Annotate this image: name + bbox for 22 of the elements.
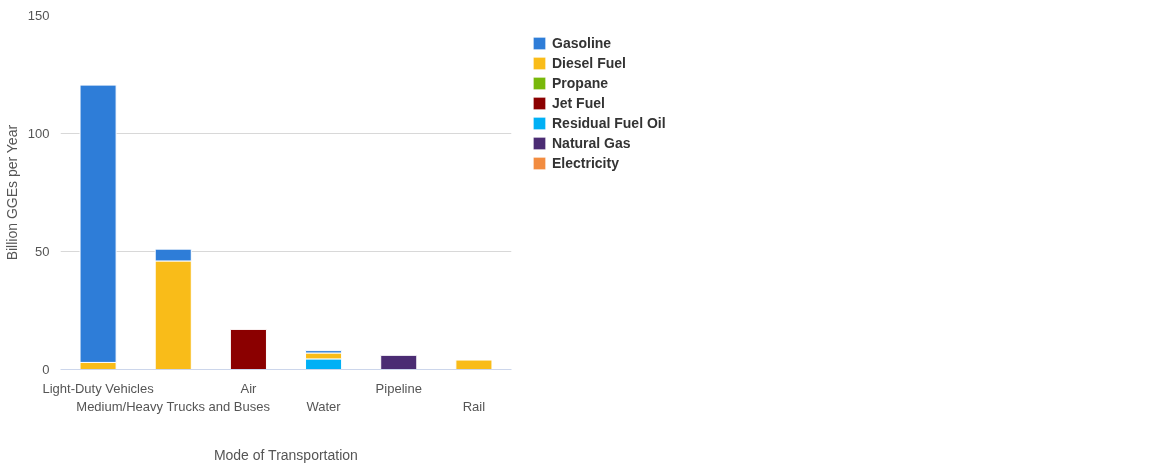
y-tick-label: 50 xyxy=(35,244,50,259)
x-tick-label: Medium/Heavy Trucks and Buses xyxy=(76,398,271,414)
bar xyxy=(380,354,418,370)
x-tick-label: Water xyxy=(306,398,342,414)
legend-label: Electricity xyxy=(552,155,619,171)
y-axis-title: Billion GGEs per Year xyxy=(3,124,20,261)
x-tick-label: Rail xyxy=(462,398,486,414)
x-tick-label: Light-Duty Vehicles xyxy=(42,380,155,396)
x-tick-label: Air xyxy=(240,380,258,396)
legend-label: Diesel Fuel xyxy=(552,55,626,71)
legend-label: Propane xyxy=(552,75,609,91)
y-tick-label: 150 xyxy=(27,8,50,23)
x-tick-label: Pipeline xyxy=(375,380,422,396)
x-axis-title: Mode of Transportation xyxy=(213,446,358,463)
y-tick-label: 100 xyxy=(27,126,50,141)
legend-label: Residual Fuel Oil xyxy=(552,115,666,131)
legend-label: Natural Gas xyxy=(552,135,631,151)
legend-label: Gasoline xyxy=(552,35,612,51)
y-tick-label: 0 xyxy=(42,362,50,377)
legend-label: Jet Fuel xyxy=(552,95,605,111)
bar xyxy=(455,359,493,370)
bar xyxy=(229,328,267,370)
